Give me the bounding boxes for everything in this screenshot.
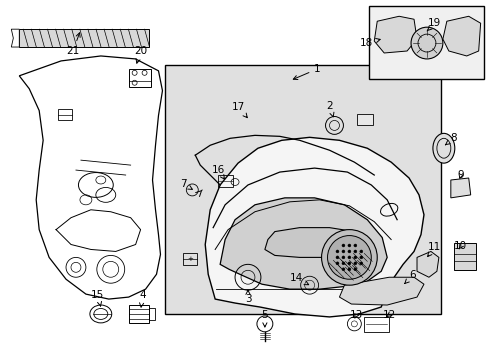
Circle shape bbox=[341, 250, 344, 253]
Circle shape bbox=[353, 262, 356, 265]
Bar bbox=[148, 308, 154, 320]
Circle shape bbox=[353, 250, 356, 253]
Text: 9: 9 bbox=[456, 170, 463, 180]
Circle shape bbox=[347, 244, 350, 247]
Circle shape bbox=[341, 244, 344, 247]
Polygon shape bbox=[357, 113, 372, 125]
Polygon shape bbox=[450, 178, 470, 198]
Bar bbox=[165, 65, 440, 314]
Circle shape bbox=[341, 262, 344, 265]
Circle shape bbox=[359, 256, 362, 259]
Circle shape bbox=[335, 256, 338, 259]
Bar bbox=[58, 109, 72, 121]
Text: 21: 21 bbox=[66, 33, 80, 56]
Polygon shape bbox=[264, 228, 366, 257]
Bar bbox=[368, 6, 483, 79]
Bar bbox=[453, 243, 475, 270]
Circle shape bbox=[335, 262, 338, 265]
Circle shape bbox=[347, 250, 350, 253]
Text: 17: 17 bbox=[231, 102, 247, 118]
Text: 15: 15 bbox=[91, 290, 104, 306]
Text: 7: 7 bbox=[179, 179, 192, 189]
Ellipse shape bbox=[432, 133, 454, 163]
Polygon shape bbox=[220, 198, 386, 289]
Text: 8: 8 bbox=[445, 133, 456, 145]
Text: 11: 11 bbox=[427, 243, 441, 257]
Bar bbox=[183, 253, 197, 265]
Text: 12: 12 bbox=[382, 310, 395, 320]
Bar bbox=[128, 69, 150, 87]
Circle shape bbox=[335, 250, 338, 253]
Polygon shape bbox=[416, 251, 438, 277]
Circle shape bbox=[347, 256, 350, 259]
Polygon shape bbox=[11, 29, 19, 47]
Circle shape bbox=[341, 256, 344, 259]
Polygon shape bbox=[339, 277, 423, 305]
Text: +: + bbox=[187, 256, 193, 262]
Text: 10: 10 bbox=[453, 242, 467, 252]
Polygon shape bbox=[373, 16, 416, 53]
Circle shape bbox=[347, 262, 350, 265]
Text: 20: 20 bbox=[134, 46, 147, 63]
Bar bbox=[218, 175, 233, 187]
Text: 5: 5 bbox=[261, 310, 267, 327]
Circle shape bbox=[353, 268, 356, 271]
Circle shape bbox=[341, 268, 344, 271]
Bar bbox=[128, 305, 148, 323]
Circle shape bbox=[359, 262, 362, 265]
Text: 1: 1 bbox=[293, 64, 320, 80]
Text: 16: 16 bbox=[211, 165, 224, 179]
Circle shape bbox=[347, 268, 350, 271]
Text: 2: 2 bbox=[325, 100, 333, 117]
Text: 3: 3 bbox=[244, 290, 251, 304]
Text: 14: 14 bbox=[289, 273, 308, 285]
Circle shape bbox=[321, 230, 376, 285]
Circle shape bbox=[353, 244, 356, 247]
Text: 18: 18 bbox=[359, 38, 379, 48]
Circle shape bbox=[359, 250, 362, 253]
Text: 6: 6 bbox=[404, 270, 415, 284]
Polygon shape bbox=[442, 16, 480, 56]
Circle shape bbox=[410, 27, 442, 59]
Polygon shape bbox=[19, 56, 162, 299]
Bar bbox=[19, 29, 148, 47]
Text: 19: 19 bbox=[426, 18, 441, 31]
Circle shape bbox=[327, 235, 370, 279]
Text: 13: 13 bbox=[349, 310, 362, 320]
Text: 4: 4 bbox=[139, 290, 145, 307]
Polygon shape bbox=[205, 137, 423, 317]
Circle shape bbox=[353, 256, 356, 259]
